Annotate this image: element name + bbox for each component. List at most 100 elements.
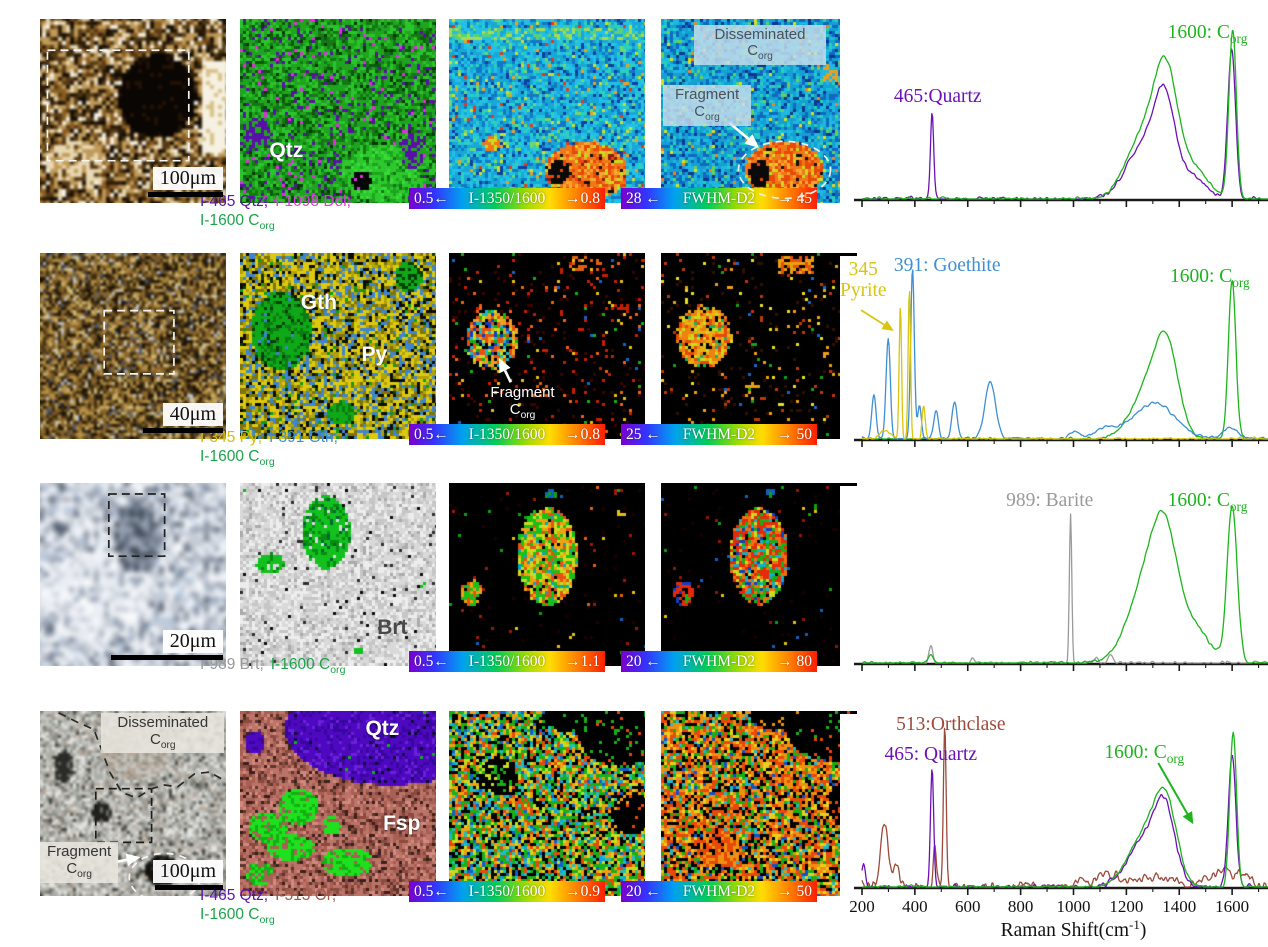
colorbar-max: →1.1 [565, 652, 600, 670]
legend-text: I-1600 C [200, 212, 260, 230]
legend-text: I-1600 C [200, 906, 260, 924]
mineral-map-4: Qtz Fsp [240, 711, 436, 896]
scale-bar-line [155, 885, 223, 890]
colorbar-max: →0.8 [565, 189, 600, 207]
spectrum-plot [854, 269, 1268, 447]
overlay-shapes [107, 493, 166, 558]
overlay-shapes [498, 358, 512, 383]
colorbar-min: 0.5← [414, 425, 449, 443]
annotation-line: Corg [150, 730, 176, 751]
spectrum-trace-goethite [861, 269, 1268, 440]
peak-label: 513:Orthclase [896, 714, 1006, 736]
scale-bar-text: 100μm [152, 167, 223, 190]
scale-bar-line [111, 655, 223, 660]
panel-texture [661, 711, 857, 896]
colorbar-min: 0.5← [414, 652, 449, 670]
panel-texture [661, 253, 857, 439]
map-legend-1: I-465 Qtz; I-1098 Dol;I-1600 Corg [200, 192, 406, 234]
x-tick-label: 1600 [1215, 897, 1249, 916]
scale-bar-text: 100μm [152, 860, 223, 883]
annotation-line: Corg [509, 401, 536, 422]
colorbar-min: 20 ← [626, 882, 661, 900]
panel-texture [240, 253, 436, 439]
map-legend-4: I-465 Qtz; I-513 Or;I-1600 Corg [200, 886, 406, 928]
legend-segment: I-1600 Corg [271, 655, 346, 677]
mineral-label-py: Py [361, 343, 388, 367]
peak-label: 1600: Corg [1167, 22, 1248, 46]
colorbar-label: I-1350/1600 [468, 652, 546, 670]
spectrum-trace-corg [862, 731, 1268, 888]
panel-texture [449, 711, 645, 896]
colorbar-fwhm-4: 20 ← FWHM-D2 → 50 [621, 881, 817, 902]
mineral-label-brt: Brt [377, 615, 408, 639]
legend-subscript: org [330, 664, 346, 677]
x-tick-label: 1400 [1162, 897, 1196, 916]
colorbar-label: FWHM-D2 [682, 425, 756, 443]
colorbar-min: 20 ← [626, 652, 661, 670]
optical-micrograph-2: 40μm [40, 253, 226, 439]
annotation-disseminated-corg: Disseminated Corg [694, 24, 826, 65]
colorbar-max: → 80 [777, 652, 812, 670]
annotation-line: Corg [747, 42, 773, 63]
optical-micrograph-3: 20μm [40, 483, 226, 666]
ratio-map-2: Fragment Corg [449, 253, 645, 439]
colorbar-fwhm-3: 20 ← FWHM-D2 → 80 [621, 651, 817, 672]
optical-micrograph-1: 100μm [40, 19, 226, 203]
annotation-line: Corg [66, 860, 92, 881]
x-tick-label: 400 [902, 897, 928, 916]
colorbar-ratio-2: 0.5← I-1350/1600 →0.8 [409, 424, 605, 445]
panel-texture [240, 19, 436, 203]
x-tick-label: 600 [955, 897, 981, 916]
annotation-disseminated-corg: Disseminated Corg [101, 712, 225, 754]
mineral-map-1: Qtz [240, 19, 436, 203]
annotation-line: Disseminated [117, 713, 209, 731]
legend-segment: I-1600 Corg [200, 905, 275, 927]
peak-label: 465:Quartz [893, 85, 982, 107]
colorbar-max: → 50 [777, 882, 812, 900]
mineral-label-gth: Gth [300, 291, 337, 315]
scale-bar-text: 40μm [162, 403, 223, 426]
x-tick-label: 1000 [1057, 897, 1091, 916]
colorbar-ratio-1: 0.5← I-1350/1600 →0.8 [409, 188, 605, 209]
peak-label: 465: Quartz [884, 743, 978, 765]
annotation-fragment-corg: Fragment Corg [476, 383, 568, 423]
fwhm-map-3 [661, 483, 857, 666]
scale-bar: 100μm [148, 167, 223, 197]
colorbar-max: →0.9 [565, 882, 600, 900]
panel-texture [449, 253, 645, 439]
colorbar-max: → 50 [777, 425, 812, 443]
spectrum-trace-pyrite [861, 290, 1268, 440]
legend-subscript: org [259, 220, 275, 233]
mineral-map-2: Gth Py [240, 253, 436, 439]
colorbar-min: 25 ← [626, 425, 661, 443]
colorbar-ratio-4: 0.5← I-1350/1600 →0.9 [409, 881, 605, 902]
colorbar-min: 28 ← [626, 189, 661, 207]
peak-label: 1600: Corg [1167, 490, 1248, 514]
panel-texture [661, 483, 857, 666]
colorbar-max: →0.8 [565, 425, 600, 443]
legend-segment: I-513 Or; [275, 887, 337, 904]
raman-spectrum-2: 345 Pyrite 391: Goethite 1600: Corg [840, 256, 1268, 464]
annotation-line: Disseminated [714, 25, 806, 43]
legend-text: I-1600 C [200, 448, 260, 466]
legend-segment: I-1098 Dol; [275, 193, 351, 210]
x-tick-label: 200 [849, 897, 875, 916]
ratio-map-1 [449, 19, 645, 203]
spectrum-plot [854, 505, 1268, 671]
spectrum-trace-orthclase [861, 727, 1268, 888]
scale-bar: 40μm [143, 403, 223, 433]
colorbar-label: I-1350/1600 [468, 189, 546, 207]
optical-micrograph-4: Disseminated Corg Fragment Corg 100μm [40, 711, 226, 896]
overlay-shapes [103, 309, 175, 375]
mineral-map-3: Brt [240, 483, 436, 666]
peak-label: 1600: Corg [1169, 266, 1250, 291]
colorbar-label: I-1350/1600 [468, 425, 546, 443]
raman-spectrum-3: 989: Barite 1600: Corg [840, 486, 1268, 688]
colorbar-label: FWHM-D2 [682, 652, 756, 670]
spectrum-trace-corg [861, 505, 1268, 664]
x-tick-label: 1200 [1109, 897, 1143, 916]
colorbar-label: I-1350/1600 [468, 882, 546, 900]
colorbar-fwhm-2: 25 ← FWHM-D2 → 50 [621, 424, 817, 445]
legend-segment: I-1600 Corg [200, 211, 275, 233]
